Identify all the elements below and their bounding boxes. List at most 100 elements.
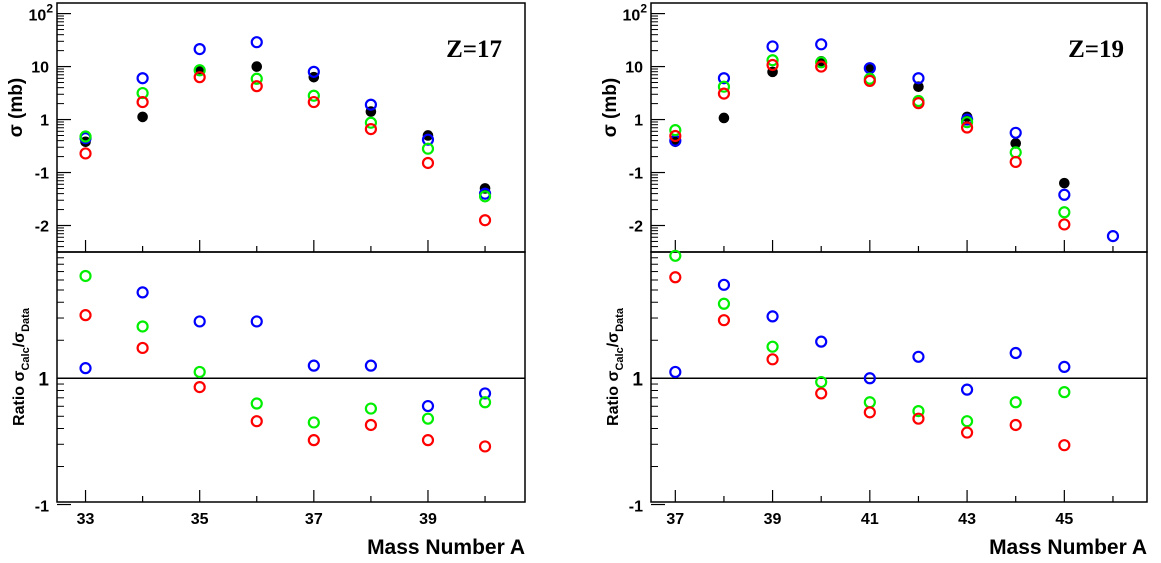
top-point-measured bbox=[1059, 177, 1070, 189]
top-point-series-2 bbox=[364, 98, 378, 111]
ratio-point-series-2 bbox=[250, 397, 263, 410]
ratio-point-series-2 bbox=[364, 402, 378, 415]
top-point-series-3 bbox=[669, 124, 682, 137]
top-point-series-3 bbox=[960, 116, 974, 129]
y-tick-label: 10 bbox=[625, 60, 643, 77]
ratio-point-series-3 bbox=[863, 406, 876, 419]
ratio-point-series-1 bbox=[863, 372, 876, 385]
chart-panel-1: 102 10 1 -1 -2 1 -1 33 35 37 39 Mass Number A σ (mb)… bbox=[6, 2, 526, 559]
top-point-series-2 bbox=[250, 36, 263, 49]
ratio-point-series-3 bbox=[960, 426, 974, 439]
top-point-measured bbox=[718, 112, 730, 124]
top-point-series-2 bbox=[193, 42, 206, 56]
top-y-axis-title: σ (mb) bbox=[600, 78, 621, 137]
ratio-point-series-1 bbox=[478, 387, 492, 400]
top-point-series-4 bbox=[478, 214, 492, 227]
y-tick-label: 1 bbox=[38, 369, 49, 390]
top-point-series-4 bbox=[307, 95, 320, 109]
ratio-point-series-1 bbox=[669, 365, 682, 379]
ratio-point-series-2 bbox=[1009, 396, 1022, 409]
x-tick-label: 45 bbox=[1055, 511, 1073, 528]
y-tick-label: 10 bbox=[31, 60, 49, 77]
top-point-measured bbox=[251, 61, 263, 72]
ratio-point-series-3 bbox=[250, 415, 263, 428]
ratio-point-series-3 bbox=[421, 434, 435, 447]
top-point-measured bbox=[913, 81, 924, 93]
bottom-y-axis-title: Ratio σCalc/σData bbox=[11, 307, 32, 426]
ratio-point-series-1 bbox=[79, 362, 92, 375]
ratio-point-series-1 bbox=[815, 335, 828, 348]
x-tick-label: 35 bbox=[191, 511, 209, 528]
top-point-series-2 bbox=[307, 65, 320, 78]
y-tick-label: 1 bbox=[40, 113, 49, 130]
y-tick-label: -2 bbox=[629, 219, 643, 236]
ratio-point-series-2 bbox=[1058, 386, 1071, 399]
x-tick-label: 39 bbox=[764, 511, 782, 528]
panel-label: Z=19 bbox=[1068, 36, 1124, 63]
ratio-point-series-2 bbox=[421, 412, 435, 425]
top-point-series-3 bbox=[421, 142, 435, 155]
ratio-point-series-1 bbox=[717, 278, 731, 291]
top-point-series-4 bbox=[815, 60, 828, 73]
ratio-point-series-3 bbox=[1058, 439, 1071, 452]
top-point-series-2 bbox=[1058, 188, 1071, 201]
top-y-axis-title: σ (mb) bbox=[6, 78, 27, 137]
top-point-series-4 bbox=[364, 122, 378, 136]
top-point-series-4 bbox=[421, 156, 435, 170]
top-point-series-2 bbox=[1009, 126, 1022, 139]
top-point-series-4 bbox=[250, 80, 263, 93]
ratio-point-series-3 bbox=[478, 440, 492, 453]
x-tick-label: 43 bbox=[958, 511, 976, 528]
y-tick-label: 1 bbox=[634, 113, 643, 130]
ratio-point-series-3 bbox=[815, 387, 828, 400]
top-point-series-3 bbox=[766, 54, 779, 67]
y-tick-label: -1 bbox=[35, 166, 49, 183]
ratio-point-series-3 bbox=[307, 434, 320, 447]
y-tick-label: 102 bbox=[623, 2, 648, 25]
ratio-point-series-2 bbox=[307, 416, 320, 429]
ratio-point-series-2 bbox=[960, 415, 974, 428]
x-tick-label: 33 bbox=[77, 511, 95, 528]
ratio-point-series-3 bbox=[364, 418, 378, 432]
top-point-series-4 bbox=[1009, 155, 1022, 169]
ratio-point-series-1 bbox=[1009, 346, 1022, 360]
x-tick-label: 37 bbox=[305, 511, 323, 528]
top-point-series-2 bbox=[136, 72, 149, 85]
ratio-point-series-1 bbox=[307, 359, 320, 372]
ratio-point-series-2 bbox=[815, 375, 828, 389]
top-point-series-3 bbox=[717, 80, 731, 93]
ratio-point-series-2 bbox=[863, 396, 876, 409]
chart-panel-2: 102 10 1 -1 -2 1 -1 37 39 41 43 45 Mass Number A σ (m… bbox=[600, 2, 1148, 559]
y-tick-label: -1 bbox=[629, 166, 643, 183]
top-point-series-3 bbox=[193, 64, 206, 77]
ratio-point-series-3 bbox=[766, 353, 779, 366]
ratio-point-series-2 bbox=[79, 269, 92, 283]
ratio-point-series-3 bbox=[717, 314, 731, 327]
bottom-plot-frame bbox=[56, 251, 526, 503]
ratio-point-series-1 bbox=[250, 315, 263, 328]
bottom-plot-frame bbox=[650, 251, 1148, 503]
top-point-series-4 bbox=[136, 95, 149, 109]
ratio-point-series-1 bbox=[136, 286, 149, 299]
ratio-point-series-3 bbox=[912, 412, 925, 425]
y-tick-label: -1 bbox=[629, 499, 643, 516]
top-point-series-4 bbox=[717, 87, 731, 100]
ratio-point-series-3 bbox=[193, 381, 206, 394]
top-point-series-3 bbox=[307, 89, 320, 102]
top-point-series-3 bbox=[815, 56, 828, 69]
top-point-series-3 bbox=[79, 130, 92, 143]
x-axis-title: Mass Number A bbox=[367, 536, 525, 559]
bottom-y-axis-title: Ratio σCalc/σData bbox=[605, 307, 626, 426]
ratio-point-series-1 bbox=[193, 315, 206, 328]
y-tick-label: 102 bbox=[29, 2, 54, 25]
ratio-point-series-3 bbox=[1009, 418, 1022, 432]
ratio-point-series-2 bbox=[669, 249, 682, 262]
x-tick-label: 41 bbox=[861, 511, 879, 528]
y-tick-label: -2 bbox=[35, 219, 49, 236]
ratio-point-series-1 bbox=[364, 359, 378, 372]
ratio-point-series-1 bbox=[960, 383, 974, 396]
top-point-measured bbox=[137, 111, 148, 123]
ratio-point-series-2 bbox=[912, 404, 925, 418]
top-point-series-2 bbox=[717, 72, 731, 85]
